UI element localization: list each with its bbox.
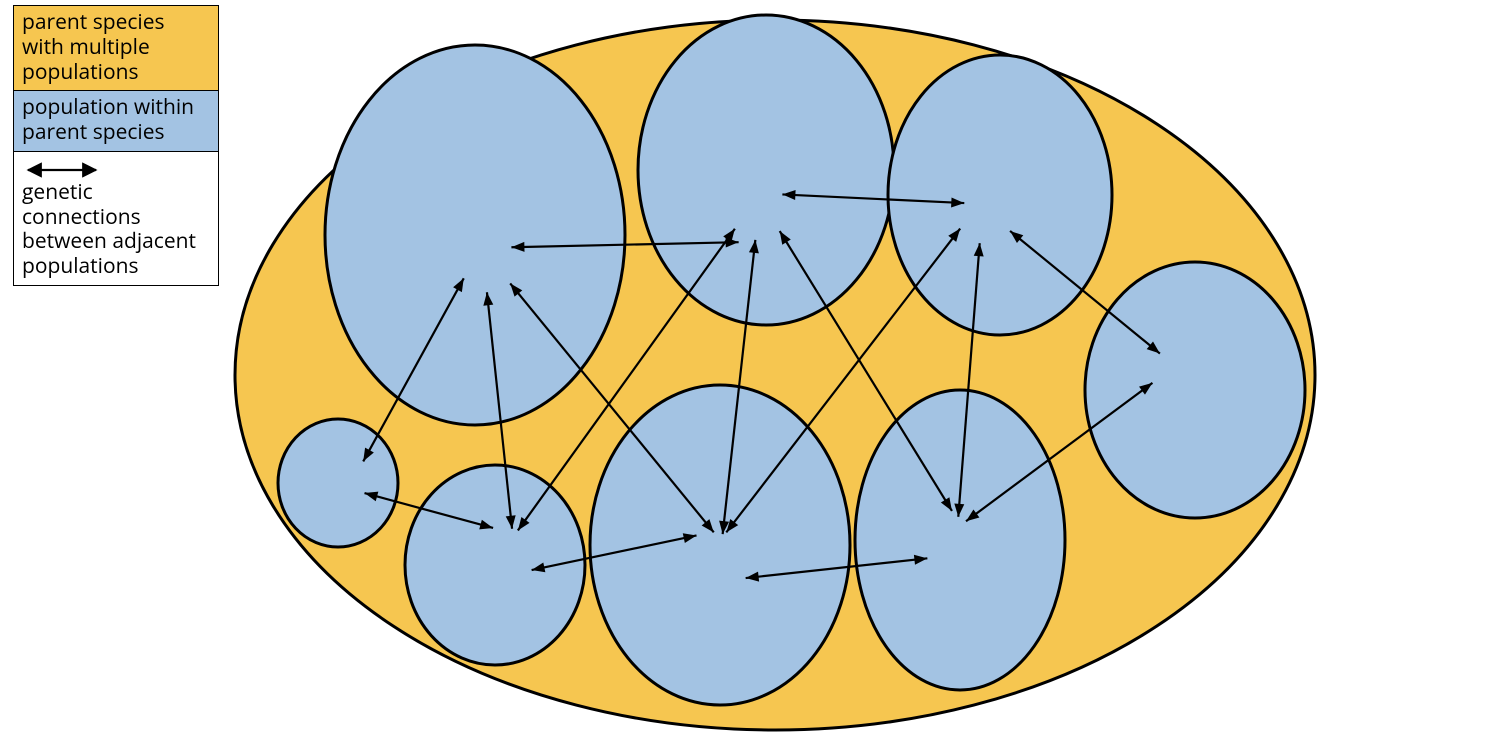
population-ellipse: [638, 15, 894, 325]
population-ellipse: [1085, 262, 1305, 518]
population-ellipse: [590, 385, 850, 705]
population-ellipse: [888, 55, 1112, 335]
species-diagram: [0, 0, 1500, 750]
population-ellipse: [278, 419, 398, 547]
population-ellipse: [855, 390, 1065, 690]
